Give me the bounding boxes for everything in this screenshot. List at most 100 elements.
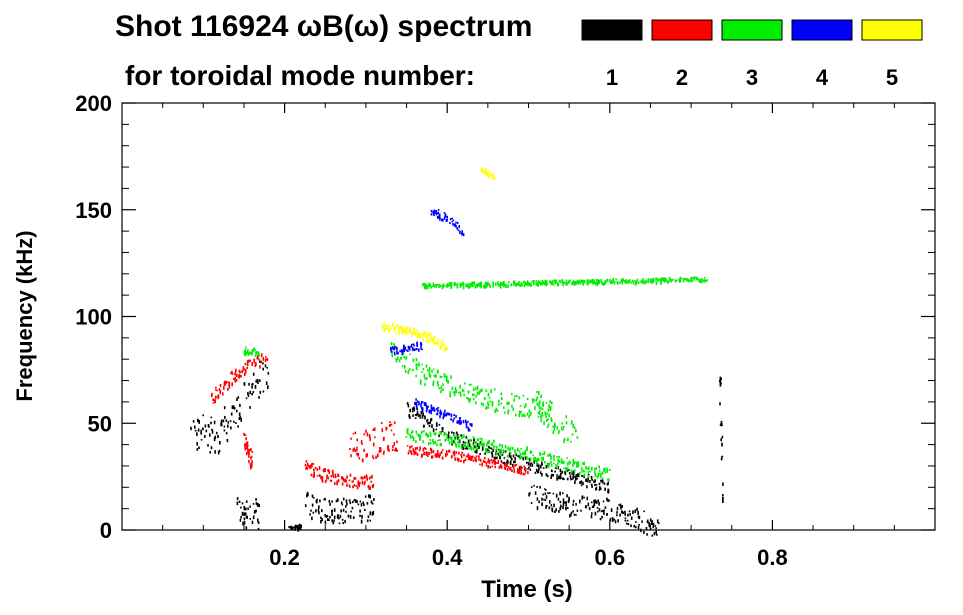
spectrum-point xyxy=(609,278,611,283)
spectrum-point xyxy=(499,443,501,447)
spectrum-point xyxy=(331,512,333,517)
spectrum-point xyxy=(641,281,643,284)
spectrum-point xyxy=(360,476,363,480)
spectrum-point xyxy=(549,500,551,504)
spectrum-point xyxy=(589,470,592,473)
spectrum-point xyxy=(197,418,199,423)
spectrum-point xyxy=(638,523,640,526)
spectrum-point xyxy=(246,441,249,445)
spectrum-point xyxy=(507,460,509,464)
spectrum-point xyxy=(558,429,560,433)
spectrum-point xyxy=(492,283,495,286)
spectrum-point xyxy=(490,447,493,450)
spectrum-point xyxy=(500,392,503,396)
spectrum-point xyxy=(494,409,496,413)
spectrum-point xyxy=(523,413,525,417)
spectrum-point xyxy=(526,412,529,416)
spectrum-point xyxy=(603,282,606,285)
spectrum-point xyxy=(664,277,667,281)
spectrum-point xyxy=(419,435,422,439)
spectrum-point xyxy=(382,324,384,328)
spectrum-point xyxy=(398,328,400,332)
legend-label-mode-3: 3 xyxy=(746,65,758,90)
spectrum-point xyxy=(393,343,395,347)
spectrum-point xyxy=(532,401,534,404)
spectrum-point xyxy=(255,502,258,505)
spectrum-point xyxy=(345,499,348,503)
spectrum-point xyxy=(627,523,630,526)
spectrum-point xyxy=(246,446,248,449)
spectrum-point xyxy=(419,414,422,417)
spectrum-point xyxy=(313,468,315,472)
spectrum-point xyxy=(226,438,229,443)
spectrum-point xyxy=(523,283,526,288)
spectrum-point xyxy=(369,437,371,441)
spectrum-point xyxy=(471,283,474,287)
spectrum-point xyxy=(594,511,597,516)
spectrum-point xyxy=(379,447,382,451)
spectrum-point xyxy=(217,394,220,398)
spectrum-point xyxy=(524,470,527,473)
spectrum-point xyxy=(473,441,475,443)
spectrum-point xyxy=(470,383,472,386)
spectrum-point xyxy=(544,411,546,414)
spectrum-point xyxy=(262,357,265,361)
spectrum-point xyxy=(585,465,587,470)
spectrum-point xyxy=(485,281,487,286)
spectrum-point xyxy=(483,171,486,174)
spectrum-point xyxy=(289,526,292,529)
spectrum-point xyxy=(703,279,706,282)
spectrum-point xyxy=(257,381,259,384)
spectrum-point xyxy=(386,327,389,330)
spectrum-point xyxy=(391,324,394,327)
spectrum-point xyxy=(574,281,576,284)
spectrum-point xyxy=(245,500,248,503)
spectrum-point xyxy=(482,170,484,172)
spectrum-point xyxy=(248,454,250,458)
spectrum-point xyxy=(581,474,583,478)
spectrum-point xyxy=(329,516,331,519)
spectrum-point xyxy=(585,505,587,509)
spectrum-point xyxy=(529,457,532,461)
spectrum-point xyxy=(225,419,228,422)
spectrum-point xyxy=(443,344,446,347)
spectrum-point xyxy=(591,512,593,515)
spectrum-point xyxy=(559,460,561,464)
spectrum-point xyxy=(395,358,398,361)
spectrum-point xyxy=(422,337,424,341)
spectrum-point xyxy=(409,353,411,355)
spectrum-point xyxy=(232,405,235,409)
spectrum-point xyxy=(440,451,443,454)
spectrum-point xyxy=(469,398,471,402)
spectrum-point xyxy=(496,462,498,464)
spectrum-point xyxy=(476,455,478,458)
spectrum-point xyxy=(501,282,504,284)
spectrum-point xyxy=(646,533,648,536)
spectrum-point xyxy=(541,502,543,506)
spectrum-point xyxy=(312,463,315,465)
spectrum-point xyxy=(617,519,619,523)
spectrum-point xyxy=(556,474,558,477)
spectrum-point xyxy=(542,404,545,408)
spectrum-point xyxy=(544,488,546,490)
spectrum-point xyxy=(630,524,632,528)
spectrum-point xyxy=(467,397,469,401)
spectrum-point xyxy=(430,404,433,407)
spectrum-point xyxy=(467,428,470,432)
spectrum-point xyxy=(333,508,336,512)
spectrum-point xyxy=(464,382,466,385)
spectrum-point xyxy=(470,456,473,460)
spectrum-point xyxy=(331,500,333,503)
spectrum-point xyxy=(553,503,555,508)
spectrum-point xyxy=(406,349,408,352)
spectrum-point xyxy=(457,436,459,440)
spectrum-point xyxy=(437,453,440,458)
spectrum-point xyxy=(598,281,601,284)
spectrum-point xyxy=(544,460,546,464)
spectrum-point xyxy=(545,495,548,499)
spectrum-point xyxy=(534,491,537,495)
spectrum-marks xyxy=(190,167,724,537)
spectrum-point xyxy=(654,525,657,527)
spectrum-point xyxy=(551,508,554,513)
spectrum-point xyxy=(412,437,415,439)
